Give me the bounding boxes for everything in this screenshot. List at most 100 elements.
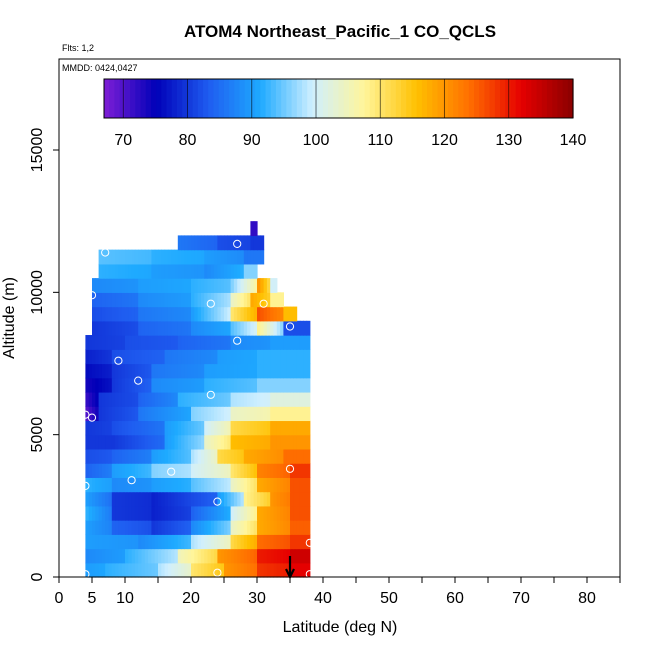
- heatmap-cell: [204, 263, 209, 279]
- heatmap-cell: [148, 278, 152, 293]
- heatmap-cell: [88, 548, 93, 564]
- heatmap-cell: [299, 534, 304, 550]
- heatmap-cell: [151, 520, 156, 535]
- heatmap-cell: [174, 562, 179, 578]
- colorbar-tick-label: 110: [368, 132, 394, 149]
- heatmap-cell: [273, 548, 278, 564]
- heatmap-cell: [177, 477, 182, 493]
- heatmap-cell: [243, 377, 248, 393]
- heatmap-cell: [98, 306, 103, 322]
- heatmap-cell: [88, 520, 93, 535]
- colorbar-swatch: [427, 79, 433, 118]
- heatmap-cell: [207, 249, 212, 265]
- heatmap-cell: [250, 278, 255, 293]
- heatmap-cell: [111, 249, 116, 265]
- heatmap-cell: [253, 306, 258, 322]
- heatmap-cell: [210, 448, 215, 464]
- heatmap-cell: [184, 391, 189, 407]
- heatmap-cell: [118, 548, 123, 564]
- heatmap-cell: [115, 335, 119, 350]
- heatmap-cell: [296, 349, 301, 365]
- heatmap-cell: [92, 420, 96, 436]
- heatmap-cell: [230, 278, 235, 293]
- heatmap-cell: [105, 406, 110, 422]
- heatmap-cell: [227, 491, 232, 507]
- heatmap-cell: [253, 292, 258, 308]
- heatmap-cell: [257, 306, 261, 322]
- heatmap-cell: [217, 377, 222, 393]
- heatmap-cell: [144, 306, 149, 322]
- heatmap-cell: [260, 306, 265, 322]
- heatmap-cell: [200, 434, 205, 450]
- heatmap-cell: [125, 520, 129, 535]
- heatmap-cell: [204, 335, 209, 350]
- heatmap-cell: [207, 548, 212, 564]
- heatmap-cell: [227, 263, 232, 279]
- heatmap-cell: [151, 377, 156, 393]
- heatmap-cell: [253, 349, 258, 365]
- heatmap-cell: [197, 520, 202, 535]
- flights-note: Flts: 1,2: [62, 43, 94, 53]
- heatmap-cell: [131, 320, 136, 336]
- heatmap-cell: [148, 463, 152, 478]
- heatmap-cell: [191, 448, 195, 464]
- heatmap-cell: [280, 534, 284, 550]
- heatmap-cell: [214, 249, 218, 265]
- heatmap-cell: [111, 520, 116, 535]
- heatmap-cell: [125, 320, 129, 336]
- heatmap-cell: [217, 335, 222, 350]
- heatmap-cell: [306, 491, 311, 507]
- heatmap-cell: [230, 391, 235, 407]
- heatmap-cell: [141, 292, 146, 308]
- heatmap-cell: [121, 391, 126, 407]
- heatmap-cell: [138, 391, 143, 407]
- heatmap-cell: [286, 391, 291, 407]
- heatmap-cell: [270, 349, 275, 365]
- heatmap-cell: [174, 263, 179, 279]
- heatmap-cell: [276, 335, 281, 350]
- heatmap-cell: [105, 562, 110, 578]
- heatmap-cell: [233, 406, 238, 422]
- heatmap-cell: [134, 406, 139, 422]
- heatmap-cell: [158, 420, 162, 436]
- heatmap-cell: [214, 406, 218, 422]
- heatmap-cell: [167, 377, 172, 393]
- heatmap-cell: [161, 278, 166, 293]
- heatmap-cell: [191, 320, 195, 336]
- heatmap-cell: [230, 505, 235, 521]
- heatmap-cell: [148, 306, 152, 322]
- heatmap-cell: [101, 249, 106, 265]
- heatmap-cell: [191, 420, 195, 436]
- heatmap-cell: [177, 548, 182, 564]
- heatmap-cell: [98, 263, 103, 279]
- heatmap-cell: [266, 520, 271, 535]
- heatmap-cell: [161, 534, 166, 550]
- heatmap-cell: [197, 505, 202, 521]
- heatmap-cell: [144, 349, 149, 365]
- heatmap-cell: [214, 335, 218, 350]
- heatmap-cell: [253, 420, 258, 436]
- heatmap-cell: [207, 491, 212, 507]
- heatmap-cell: [220, 278, 225, 293]
- heatmap-cell: [95, 548, 100, 564]
- heatmap-cell: [240, 406, 245, 422]
- heatmap-cell: [214, 306, 218, 322]
- heatmap-cell: [224, 434, 228, 450]
- heatmap-cell: [141, 491, 146, 507]
- heatmap-cell: [141, 548, 146, 564]
- heatmap-cell: [167, 335, 172, 350]
- heatmap-cell: [161, 491, 166, 507]
- heatmap-cell: [260, 363, 265, 379]
- heatmap-cell: [131, 562, 136, 578]
- x-tick-label: 50: [380, 590, 398, 607]
- heatmap-cell: [154, 463, 159, 478]
- heatmap-cell: [237, 391, 242, 407]
- heatmap-cell: [276, 505, 281, 521]
- heatmap-cell: [293, 406, 298, 422]
- heatmap-cell: [263, 434, 268, 450]
- colorbar-swatch: [260, 79, 267, 118]
- heatmap-cell: [118, 377, 123, 393]
- colorbar-tick-label: 130: [495, 132, 522, 149]
- heatmap-cell: [280, 335, 284, 350]
- heatmap-cell: [243, 448, 248, 464]
